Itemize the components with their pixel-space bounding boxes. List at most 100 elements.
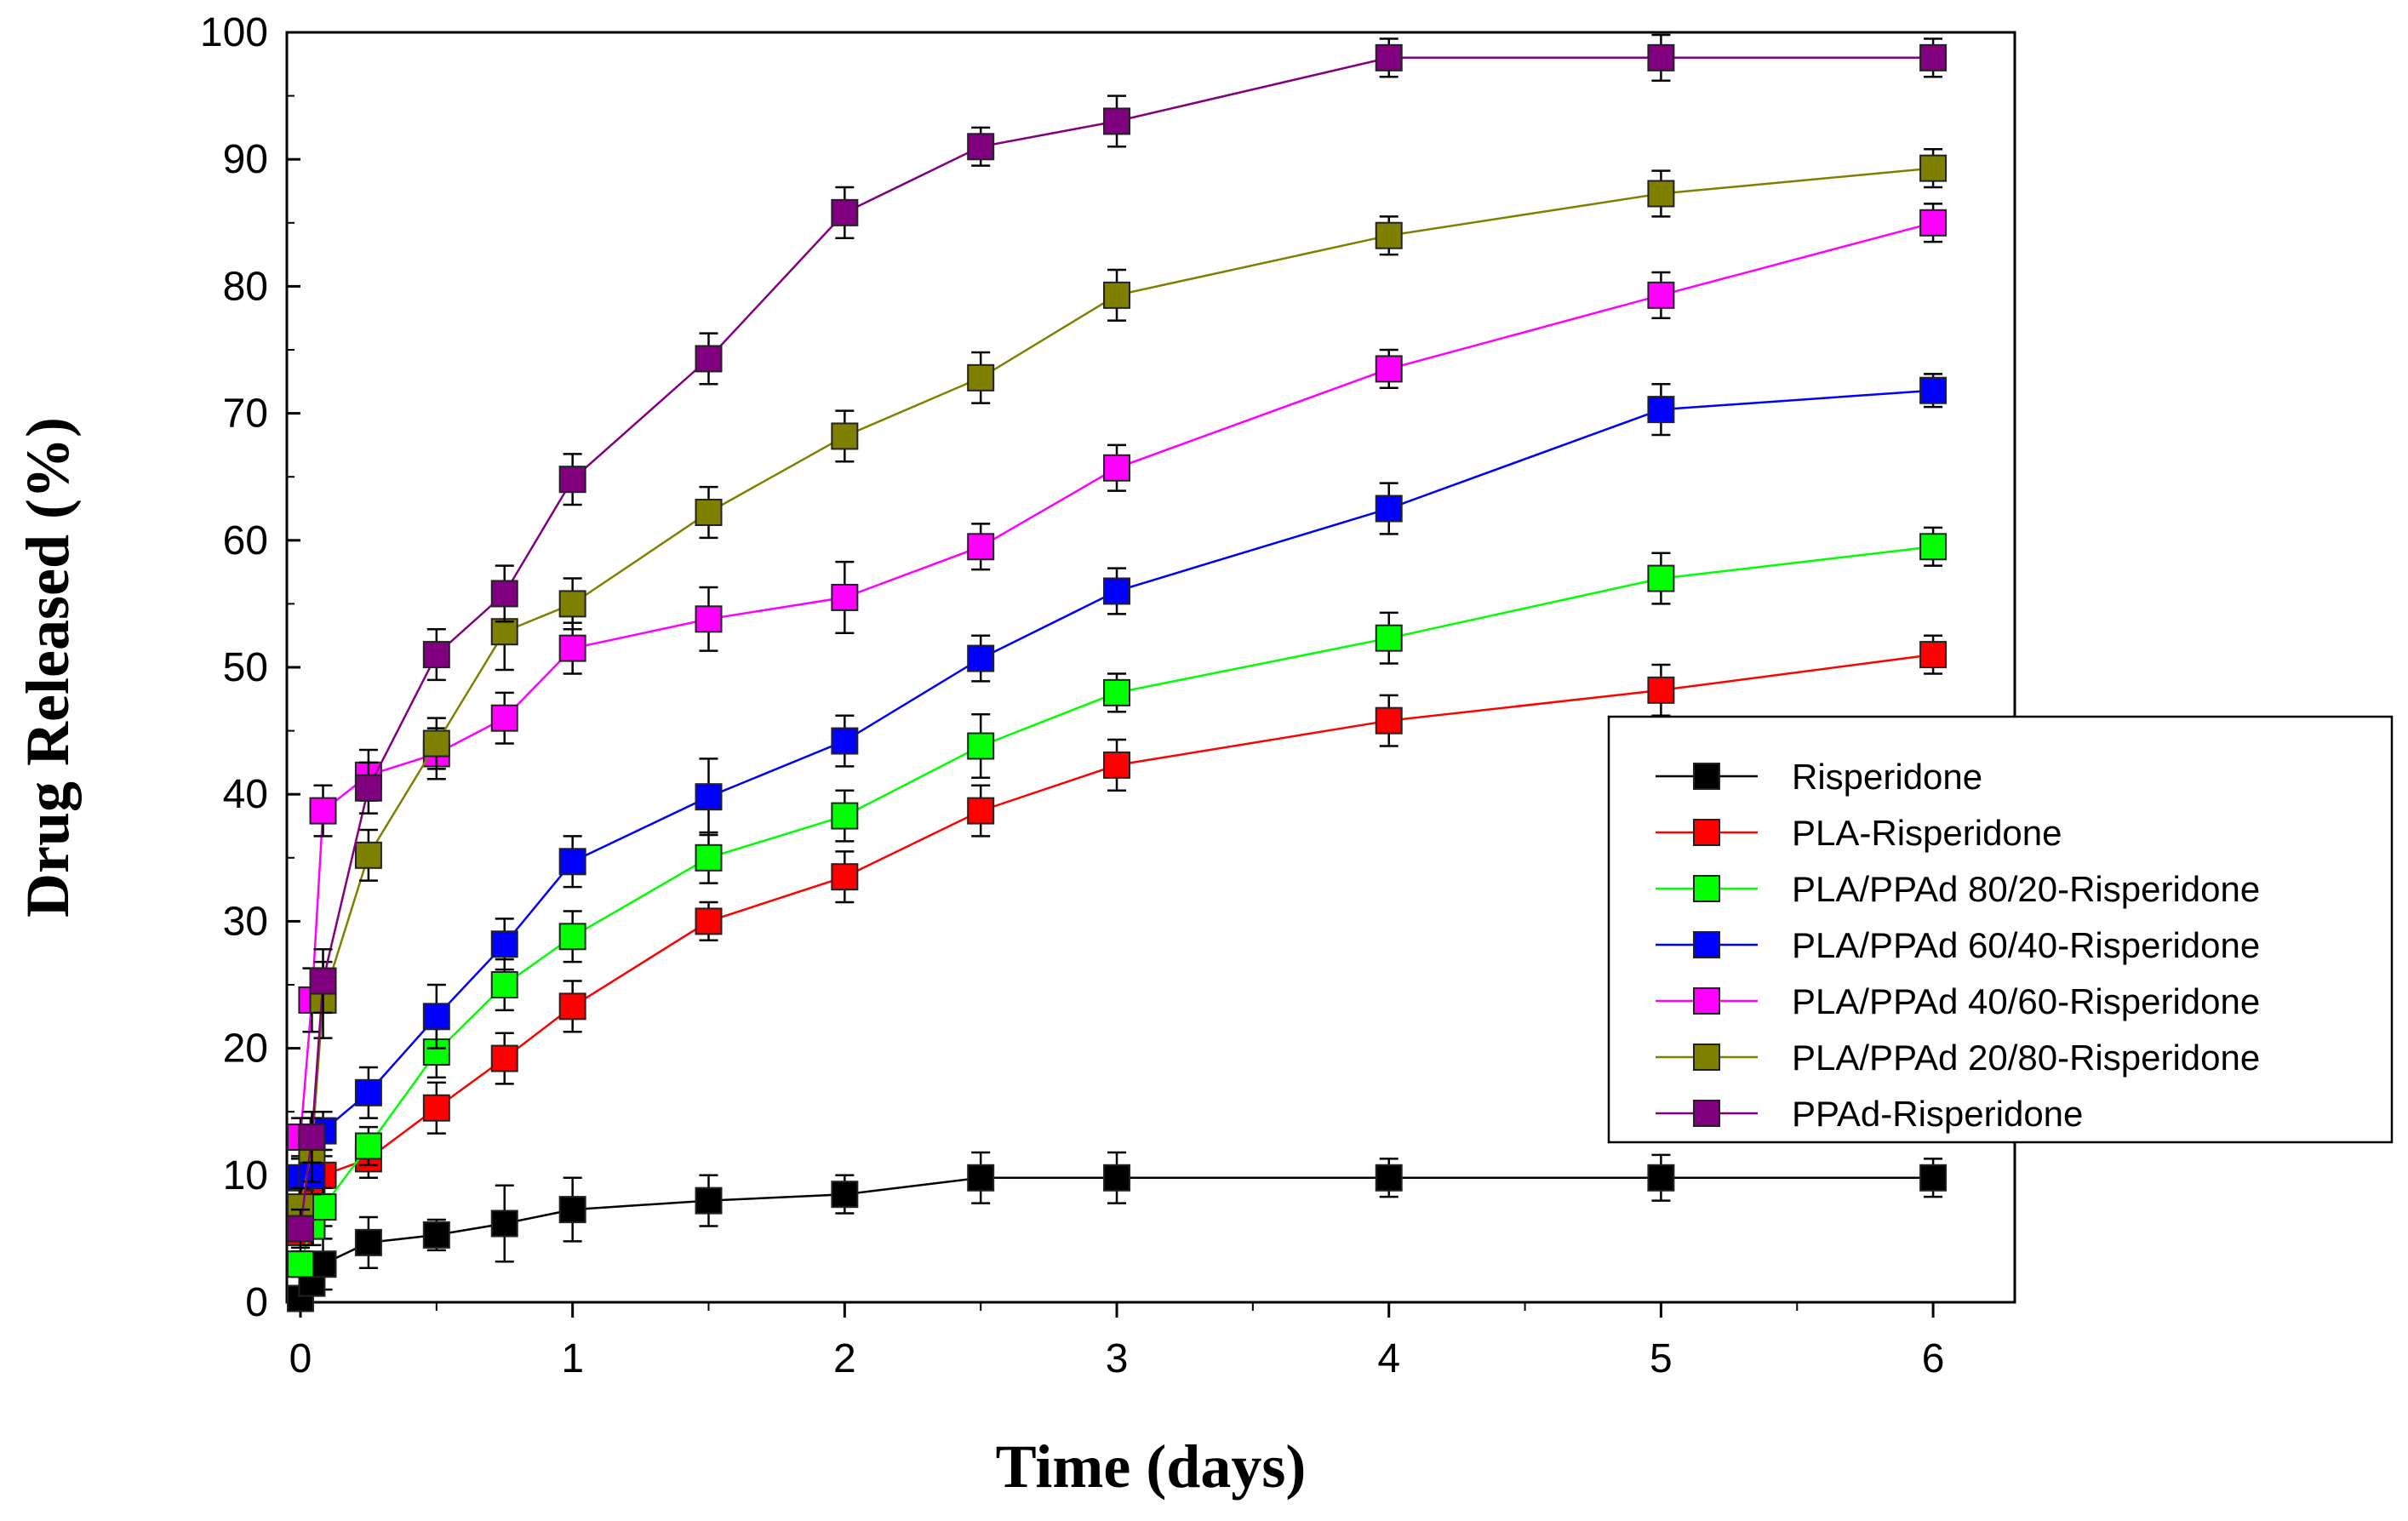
data-point [1647, 281, 1675, 309]
data-point [831, 422, 859, 450]
data-point [967, 797, 995, 825]
data-point [1375, 355, 1403, 383]
x-tick-label: 4 [1377, 1336, 1400, 1381]
axes: 0 10 20 30 40 50 60 70 80 90 100 0 1 2 3 4 5 6 Time (days)… [14, 10, 2016, 1501]
series-7 [286, 33, 1948, 1249]
data-point [1647, 180, 1675, 208]
data-point [695, 345, 723, 373]
data-point [1103, 281, 1131, 309]
data-point [422, 1003, 450, 1031]
data-point [1103, 1164, 1131, 1192]
legend-item: PLA/PPAd 40/60-Risperidone [1656, 981, 2260, 1021]
series-3 [286, 526, 1948, 1278]
data-point [490, 1044, 518, 1072]
data-point [309, 1193, 337, 1221]
data-point [695, 498, 723, 526]
data-point [422, 729, 450, 758]
data-point [354, 774, 382, 802]
x-tick-label: 2 [833, 1336, 856, 1381]
data-point [695, 605, 723, 633]
data-point [490, 1209, 518, 1238]
data-point [1103, 577, 1131, 605]
legend-label: PLA/PPAd 60/40-Risperidone [1792, 925, 2260, 965]
data-point [354, 1078, 382, 1106]
data-point [1103, 454, 1131, 482]
data-point [286, 1250, 314, 1278]
data-point [1647, 43, 1675, 71]
data-point [309, 797, 337, 825]
data-point [558, 634, 586, 662]
data-point [831, 1181, 859, 1209]
series-group [286, 33, 1948, 1312]
legend-label: PLA/PPAd 80/20-Risperidone [1792, 869, 2260, 909]
data-point [1919, 533, 1948, 561]
data-point [695, 1186, 723, 1215]
y-tick-label: 60 [223, 518, 268, 563]
x-tick-label: 5 [1650, 1336, 1673, 1381]
data-point [1375, 221, 1403, 249]
data-point [1375, 495, 1403, 523]
data-point [309, 1250, 337, 1278]
y-tick-label: 100 [200, 10, 268, 55]
data-point [1103, 107, 1131, 135]
legend-swatch-marker [1693, 1100, 1720, 1127]
data-point [490, 930, 518, 958]
data-point [831, 802, 859, 830]
y-tick-label: 50 [223, 645, 268, 690]
data-point [967, 644, 995, 672]
y-tick-label: 20 [223, 1026, 268, 1072]
data-point [558, 1196, 586, 1224]
legend-item: PPAd-Risperidone [1656, 1094, 2083, 1134]
data-point [286, 1215, 314, 1243]
data-point [422, 1094, 450, 1122]
data-point [1919, 209, 1948, 237]
legend-box [1607, 715, 2394, 1144]
data-point [967, 533, 995, 561]
data-point [1103, 678, 1131, 706]
data-point [967, 732, 995, 760]
data-point [831, 863, 859, 891]
data-point [1919, 154, 1948, 182]
series-5 [286, 203, 1948, 1158]
legend-swatch-marker [1693, 875, 1720, 902]
legend-item: Risperidone [1656, 757, 1982, 797]
data-point [558, 923, 586, 951]
legend-swatch-marker [1693, 1044, 1720, 1071]
data-point [967, 1164, 995, 1192]
y-tick-label: 40 [223, 772, 268, 817]
data-point [695, 907, 723, 935]
data-point [1647, 1164, 1675, 1192]
data-point [490, 704, 518, 732]
legend-label: PLA-Risperidone [1792, 813, 2062, 853]
data-point [354, 1132, 382, 1160]
data-point [558, 590, 586, 618]
data-point [1375, 624, 1403, 652]
data-point [1375, 1164, 1403, 1192]
data-point [1103, 751, 1131, 779]
x-tick-label: 6 [1922, 1336, 1945, 1381]
data-point [558, 992, 586, 1021]
data-point [558, 466, 586, 494]
data-point [831, 727, 859, 755]
data-point [309, 967, 337, 995]
data-point [1647, 676, 1675, 704]
data-point [354, 1228, 382, 1256]
data-point [1647, 396, 1675, 424]
legend: Risperidone PLA-Risperidone PLA/PPAd 80/20… [1607, 715, 2394, 1144]
legend-item: PLA-Risperidone [1656, 813, 2062, 853]
y-tick-label: 30 [223, 899, 268, 944]
data-point [490, 971, 518, 998]
legend-item: PLA/PPAd 60/40-Risperidone [1656, 925, 2260, 965]
data-point [1375, 706, 1403, 735]
data-point [967, 363, 995, 392]
data-point [695, 843, 723, 872]
data-point [695, 783, 723, 811]
data-point [422, 1221, 450, 1249]
y-tick-label: 0 [245, 1280, 268, 1325]
x-axis-title: Time (days) [996, 1432, 1307, 1501]
data-point [1375, 43, 1403, 71]
data-point [1919, 641, 1948, 669]
series-1 [286, 1151, 1948, 1312]
